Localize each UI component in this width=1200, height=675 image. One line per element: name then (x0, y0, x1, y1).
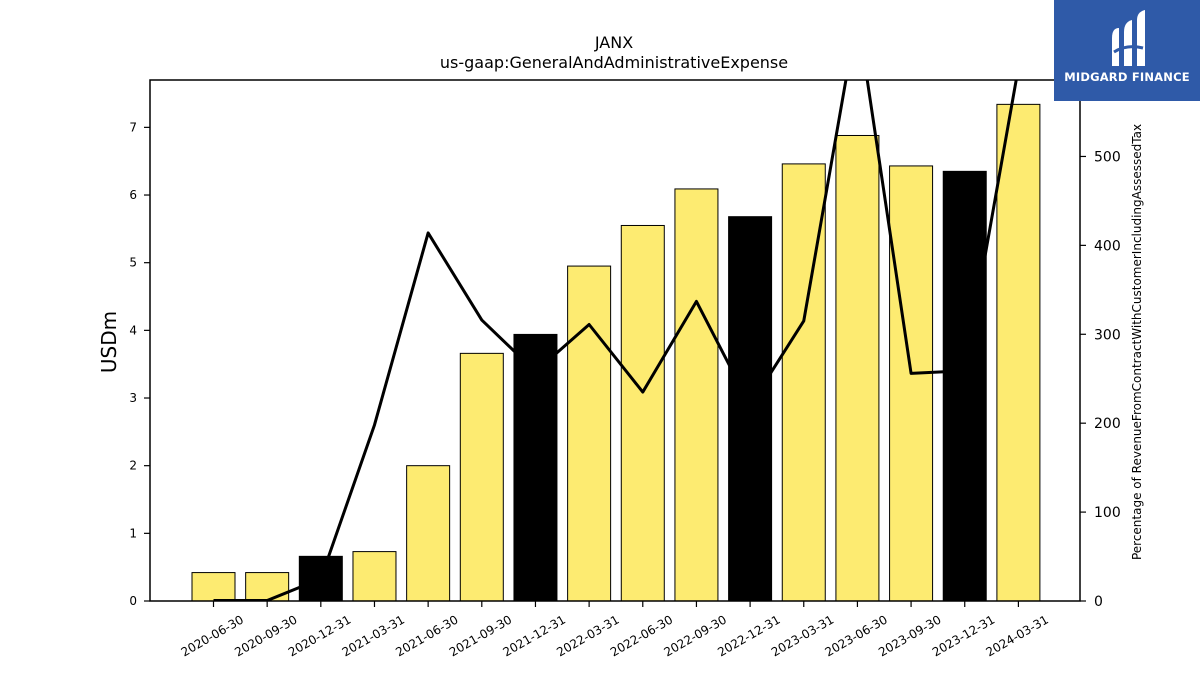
y-tick-label: 5 (129, 256, 137, 270)
bar-2020-06-30 (191, 572, 236, 601)
chart-title: JANX (594, 33, 633, 52)
bar-2021-06-30 (406, 465, 451, 601)
y-axis: 0 1 2 3 4 5 6 7 (129, 120, 150, 608)
y-tick-label: 2 (129, 459, 137, 473)
x-axis: 2020-06-302020-09-302020-12-312021-03-31… (179, 601, 1051, 659)
logo-mark-icon (1112, 10, 1145, 66)
bar-2021-09-30 (459, 352, 504, 601)
bar-2023-06-30 (835, 134, 880, 601)
bar-2021-12-31 (513, 333, 558, 601)
y-tick-label: 0 (129, 594, 137, 608)
logo-text: MIDGARD FINANCE (1064, 70, 1190, 84)
bar-2020-09-30 (245, 572, 290, 601)
y-tick-label: 6 (129, 188, 137, 202)
bar-2024-03-31 (996, 103, 1041, 601)
y2-axis-label: Percentage of RevenueFromContractWithCus… (1130, 124, 1144, 560)
bar-2021-03-31 (352, 551, 397, 601)
y-tick-label: 4 (129, 323, 137, 337)
bar-2022-06-30 (620, 224, 665, 601)
y2-axis: 0 100 200 300 400 500 (1080, 149, 1121, 610)
y2-tick-label: 500 (1094, 149, 1121, 165)
bar-2023-09-30 (889, 165, 934, 601)
y2-tick-label: 0 (1094, 594, 1103, 610)
bar-2023-12-31 (942, 170, 987, 601)
y2-tick-label: 200 (1094, 416, 1121, 432)
line-series-path (213, 80, 1018, 601)
y2-tick-label: 400 (1094, 238, 1121, 254)
y-axis-label: USDm (97, 311, 121, 373)
bar-2022-12-31 (728, 216, 773, 601)
bar-series (191, 103, 1041, 601)
y-tick-label: 3 (129, 391, 137, 405)
y2-tick-label: 300 (1094, 327, 1121, 343)
plot-frame (149, 79, 1081, 602)
bar-2022-03-31 (567, 265, 612, 601)
y-tick-label: 1 (129, 526, 137, 540)
y2-tick-label: 100 (1094, 505, 1121, 521)
bar-2022-09-30 (674, 188, 719, 601)
brand-logo: MIDGARD FINANCE (1054, 0, 1200, 101)
chart-subtitle: us-gaap:GeneralAndAdministrativeExpense (440, 53, 788, 72)
y-tick-label: 7 (129, 120, 137, 134)
